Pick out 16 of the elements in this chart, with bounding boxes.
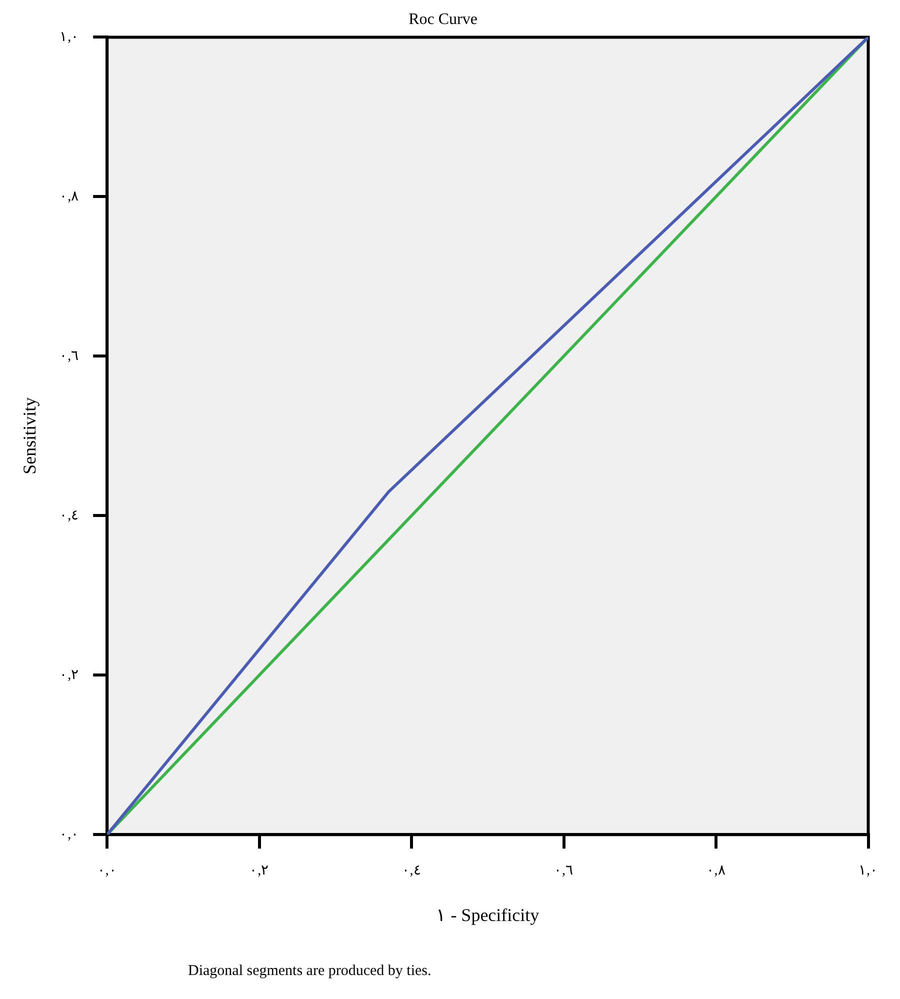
chart-title: Roc Curve bbox=[408, 10, 478, 28]
x-tick-label: ٠,٦ bbox=[554, 864, 574, 879]
x-tick-label: ٠,٨ bbox=[706, 864, 726, 879]
y-tick-label: ٠,٢ bbox=[60, 668, 80, 683]
y-tick-label: ٠,٨ bbox=[60, 189, 80, 204]
y-axis-title: Sensitivity bbox=[20, 397, 40, 474]
text: Diagonal segments are produced by ties. bbox=[188, 963, 432, 979]
y-tick-label: ٠,٠ bbox=[60, 827, 80, 842]
x-axis-title: ١ - Specificity bbox=[436, 904, 540, 925]
x-tick-label: ٠,٤ bbox=[402, 864, 422, 879]
y-tick-label: ٠,٦ bbox=[60, 348, 80, 364]
y-tick-label: ٠,٤ bbox=[60, 508, 80, 524]
y-tick-label: ١,٠ bbox=[60, 30, 80, 45]
x-tick-label: ١,٠ bbox=[858, 864, 878, 879]
x-tick-label: ٠,٠ bbox=[97, 864, 117, 879]
x-tick-label: ٠,٢ bbox=[250, 864, 270, 879]
